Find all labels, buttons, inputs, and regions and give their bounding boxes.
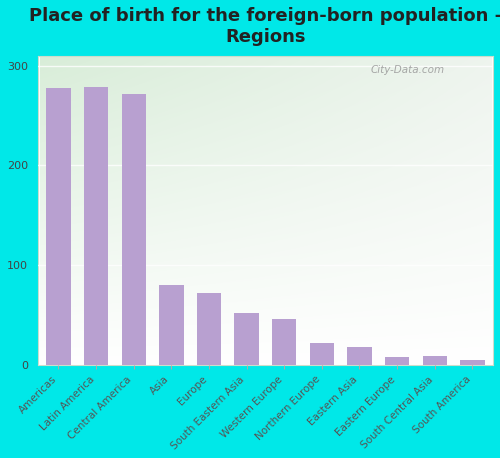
Bar	[234, 313, 259, 365]
Text: City-Data.com: City-Data.com	[370, 65, 444, 75]
Bar	[197, 293, 221, 365]
Bar	[159, 285, 184, 365]
Bar	[272, 319, 296, 365]
Title: Place of birth for the foreign-born population -
Regions: Place of birth for the foreign-born popu…	[29, 7, 500, 46]
Bar	[46, 87, 70, 365]
Bar	[460, 360, 484, 365]
Bar	[84, 87, 108, 365]
Bar	[385, 357, 409, 365]
Bar	[310, 343, 334, 365]
Bar	[422, 356, 447, 365]
Bar	[122, 93, 146, 365]
Bar	[348, 347, 372, 365]
